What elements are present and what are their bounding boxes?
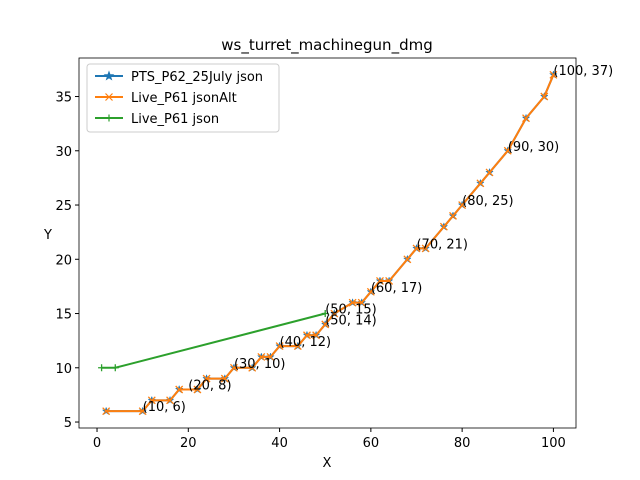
x-tick-label: 60	[363, 436, 380, 451]
data-point	[385, 277, 394, 285]
legend-label: Live_P61 json	[131, 112, 219, 127]
plot-frame	[78, 57, 577, 429]
y-tick-label: 35	[55, 91, 72, 106]
data-point	[166, 396, 175, 405]
data-point	[303, 331, 311, 340]
data-point	[522, 114, 530, 123]
data-point	[257, 352, 266, 361]
legend-label: Live_P61 jsonAlt	[131, 91, 237, 106]
data-point	[220, 374, 229, 383]
data-point	[449, 211, 457, 220]
data-point	[376, 277, 384, 285]
annotation: (40, 12)	[280, 335, 332, 350]
annotation: (100, 37)	[553, 64, 613, 79]
data-point	[330, 309, 339, 318]
annotation: (50, 15)	[325, 303, 377, 318]
legend-marker	[105, 93, 113, 101]
data-point	[412, 244, 421, 253]
data-point	[98, 364, 106, 372]
x-tick-label: 20	[180, 436, 197, 451]
data-point	[549, 70, 558, 79]
legend-box	[86, 63, 280, 133]
data-point	[193, 385, 202, 394]
y-tick-label: 15	[55, 308, 72, 323]
data-point	[202, 374, 211, 383]
data-point	[321, 320, 330, 329]
annotation: (70, 21)	[416, 237, 468, 252]
x-tick-label: 100	[541, 436, 566, 451]
data-point	[357, 298, 366, 307]
y-tick-label: 20	[55, 253, 72, 268]
data-point	[403, 255, 412, 264]
data-point	[485, 168, 494, 177]
chart-title: ws_turret_machinegun_dmg	[221, 36, 432, 55]
data-point	[175, 385, 184, 394]
data-point	[229, 363, 238, 372]
data-point	[348, 298, 357, 307]
x-axis-label: X	[323, 456, 332, 471]
data-point	[503, 146, 512, 155]
data-point	[138, 407, 147, 416]
data-point	[293, 342, 302, 351]
y-axis-label: Y	[43, 228, 52, 243]
data-point	[366, 287, 375, 296]
data-point	[540, 92, 549, 101]
data-point	[458, 201, 467, 209]
data-point	[275, 342, 284, 351]
data-point	[421, 244, 430, 253]
x-tick-label: 40	[271, 436, 288, 451]
data-point	[111, 364, 119, 372]
legend-marker	[105, 114, 113, 122]
legend-marker	[103, 70, 115, 81]
data-point	[439, 222, 448, 231]
data-point	[321, 310, 329, 318]
annotation: (80, 25)	[462, 194, 514, 209]
x-tick-label: 80	[454, 436, 471, 451]
annotation: (10, 6)	[143, 400, 186, 415]
annotation: (60, 17)	[371, 281, 423, 296]
legend-label: PTS_P62_25July json	[131, 70, 263, 85]
annotation: (50, 14)	[325, 313, 377, 328]
annotation: (20, 8)	[188, 378, 231, 393]
y-tick-label: 10	[55, 362, 72, 377]
data-point	[266, 352, 275, 361]
legend: PTS_P62_25July json Live_P61 jsonAlt Live_…	[86, 63, 280, 133]
data-point	[476, 179, 485, 188]
annotation: (30, 10)	[234, 357, 286, 372]
data-point	[312, 331, 321, 340]
x-tick-label: 0	[93, 436, 101, 451]
y-tick-label: 25	[55, 199, 72, 214]
annotation: (90, 30)	[508, 140, 559, 155]
y-tick-label: 5	[64, 416, 72, 431]
data-point	[102, 407, 111, 416]
data-point	[147, 396, 156, 405]
data-point	[248, 363, 257, 372]
y-tick-label: 30	[55, 145, 72, 160]
